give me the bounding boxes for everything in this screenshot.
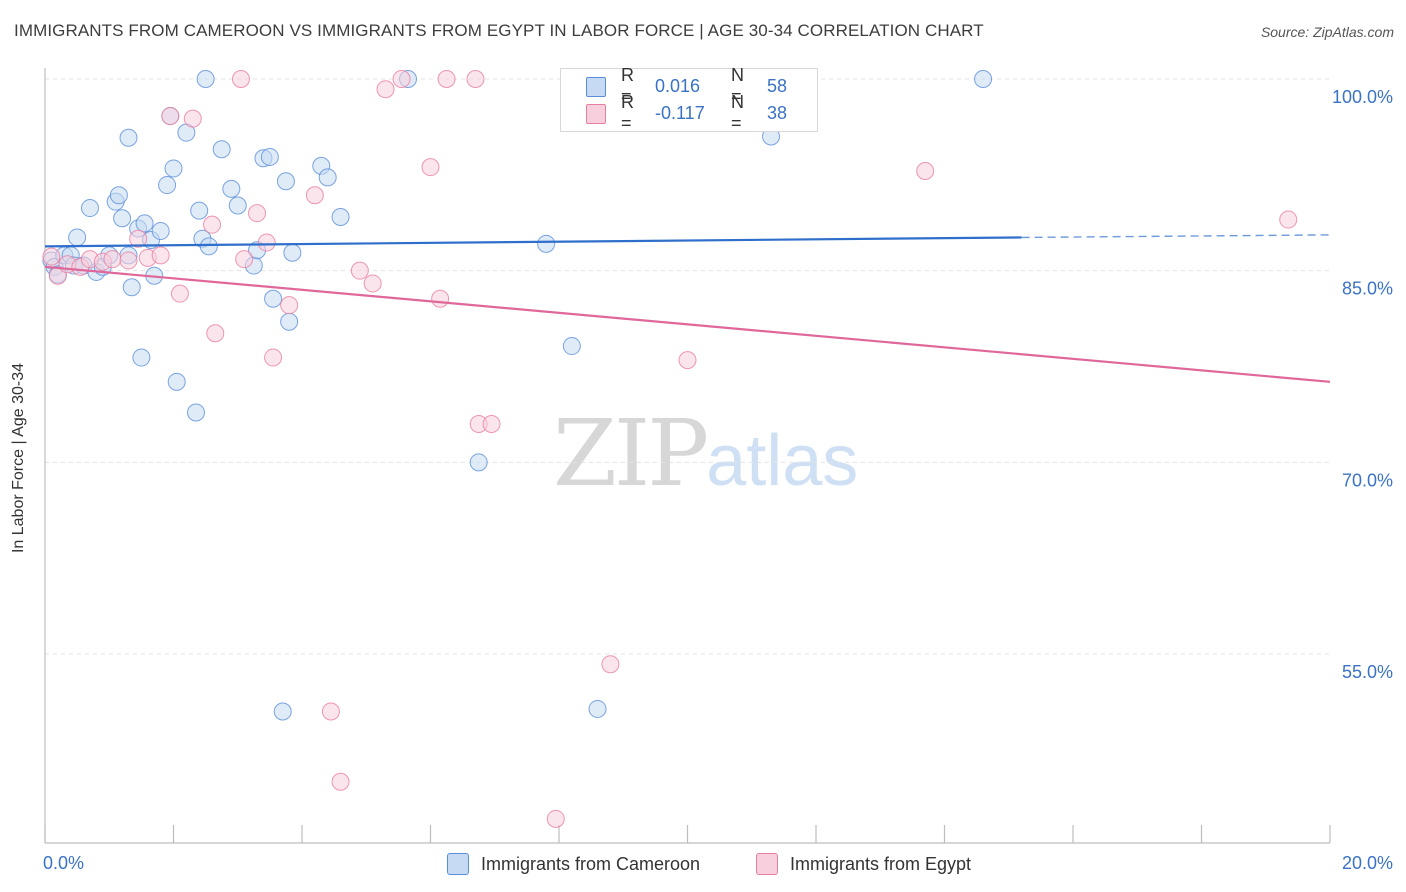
cameroon-point: [280, 312, 299, 331]
egypt-point: [231, 70, 250, 88]
cameroon-point: [318, 168, 337, 187]
watermark-zip: ZIP: [553, 400, 709, 507]
y-tick-label: 100.0%: [1332, 87, 1393, 107]
cameroon-point: [469, 453, 488, 472]
y-tick-label: 55.0%: [1342, 662, 1393, 682]
cameroon-point: [186, 403, 205, 422]
legend-n-label: N =: [731, 65, 744, 106]
cameroon-point: [122, 278, 141, 297]
cameroon-point: [151, 222, 170, 241]
legend-bottom-label-egypt: Immigrants from Egypt: [790, 853, 972, 874]
egypt-point: [206, 324, 225, 343]
legend-swatch-egypt: [586, 104, 606, 124]
egypt-point: [546, 809, 565, 828]
cameroon-point: [331, 208, 350, 226]
cameroon-point: [537, 234, 556, 253]
legend-bottom-swatch-egypt: [756, 853, 778, 875]
egypt-point: [235, 250, 254, 269]
cameroon-point: [196, 70, 215, 88]
legend-r-label: R =: [621, 92, 634, 133]
chart-title: IMMIGRANTS FROM CAMEROON VS IMMIGRANTS F…: [14, 21, 984, 40]
y-tick-label: 70.0%: [1342, 470, 1393, 490]
trendline-cameroon-extension: [1021, 234, 1331, 239]
legend-r-value: 0.016: [655, 75, 701, 96]
egypt-point: [437, 70, 456, 88]
egypt-point: [119, 251, 138, 270]
cameroon-point: [164, 159, 183, 178]
legend-item-cameroon: Immigrants from Cameroon: [447, 852, 700, 876]
watermark-atlas: atlas: [706, 421, 859, 501]
cameroon-point: [80, 199, 99, 218]
legend-n-value: 58: [767, 75, 788, 96]
cameroon-point: [119, 128, 138, 147]
trendline-cameroon: [44, 236, 1022, 248]
egypt-point: [678, 351, 697, 370]
y-tick-label: 85.0%: [1342, 279, 1393, 299]
egypt-point: [1279, 210, 1298, 229]
legend-item-egypt: Immigrants from Egypt: [756, 852, 971, 876]
egypt-point: [482, 415, 501, 433]
cameroon-point: [562, 337, 581, 356]
legend-bottom-label-cameroon: Immigrants from Cameroon: [481, 853, 701, 874]
correlation-legend: R = 0.016 N = 58 R = -0.117 N = 38: [560, 65, 818, 133]
legend-r-label: R =: [621, 65, 634, 106]
cameroon-point: [212, 140, 231, 159]
y-axis-label: In Labor Force | Age 30-34: [10, 362, 27, 554]
cameroon-point: [588, 699, 607, 718]
legend-n-label: N =: [731, 92, 744, 133]
egypt-point: [466, 70, 485, 88]
legend-r-value: -0.117: [655, 102, 705, 123]
chart-source: Source: ZipAtlas.com: [1260, 24, 1394, 40]
egypt-point: [350, 261, 369, 280]
egypt-point: [264, 348, 283, 367]
cameroon-point: [228, 196, 247, 215]
egypt-point: [321, 702, 340, 721]
egypt-point: [151, 246, 170, 265]
egypt-point: [280, 296, 299, 315]
egypt-point: [161, 107, 180, 126]
cameroon-point: [132, 348, 151, 367]
egypt-point: [601, 655, 620, 674]
egypt-point: [42, 247, 61, 266]
egypt-point: [129, 229, 148, 248]
watermark: ZIPatlas: [553, 400, 858, 507]
cameroon-point: [199, 237, 218, 256]
legend-bottom-swatch-cameroon: [447, 853, 469, 875]
x-tick-label: 0.0%: [43, 853, 84, 873]
egypt-point: [431, 289, 450, 308]
egypt-point: [170, 284, 189, 303]
egypt-point: [392, 70, 411, 88]
egypt-point: [916, 162, 935, 180]
cameroon-point: [68, 228, 87, 247]
egypt-point: [376, 80, 395, 99]
cameroon-point: [113, 209, 132, 228]
egypt-point: [103, 250, 122, 269]
cameroon-point: [135, 214, 154, 233]
cameroon-point: [190, 201, 209, 220]
egypt-point: [248, 204, 267, 223]
cameroon-point: [222, 179, 241, 198]
cameroon-point: [283, 243, 302, 262]
trendline-egypt: [44, 265, 1331, 383]
cameroon-point: [974, 70, 993, 88]
egypt-point: [203, 215, 222, 234]
cameroon-point: [158, 176, 177, 195]
egypt-point: [421, 158, 440, 177]
cameroon-point: [260, 147, 279, 166]
egypt-point: [305, 186, 324, 205]
cameroon-point: [273, 702, 292, 721]
egypt-point: [363, 274, 382, 293]
cameroon-point: [167, 372, 186, 391]
legend-swatch-cameroon: [586, 77, 606, 97]
cameroon-point: [264, 289, 283, 308]
cameroon-point: [109, 186, 128, 205]
cameroon-point: [276, 172, 295, 191]
egypt-point: [331, 772, 350, 791]
x-tick-label: 20.0%: [1342, 853, 1393, 873]
legend-n-value: 38: [767, 102, 788, 123]
egypt-point: [183, 109, 202, 128]
egypt-point: [257, 233, 276, 252]
